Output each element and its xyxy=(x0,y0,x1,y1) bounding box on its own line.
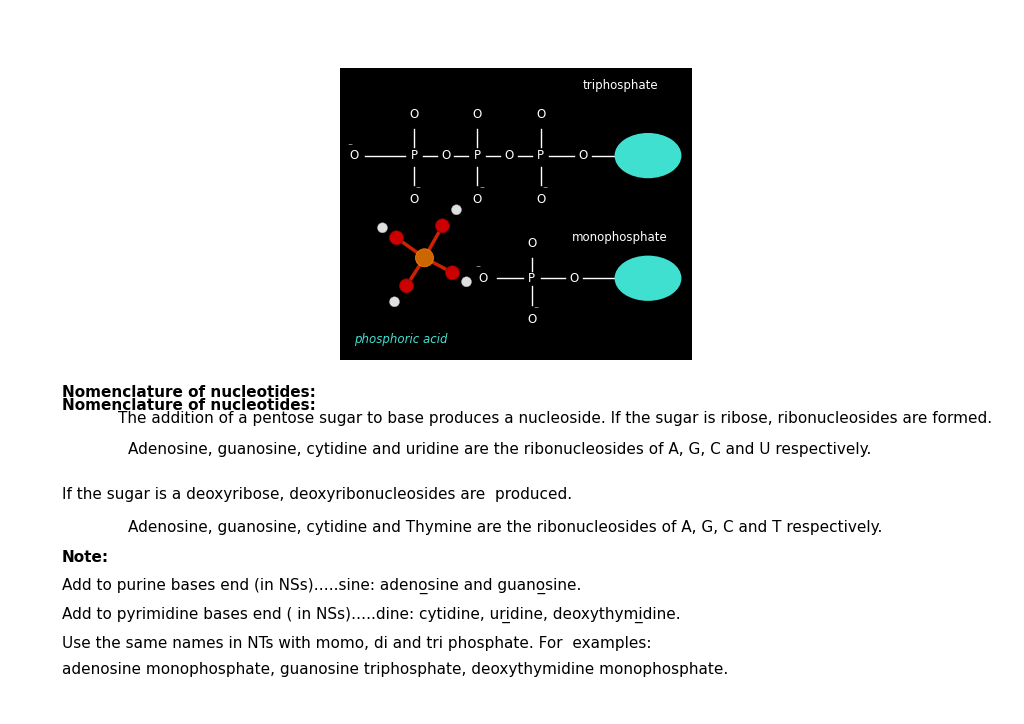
Text: ⁻: ⁻ xyxy=(543,185,548,195)
Text: ⁻: ⁻ xyxy=(534,306,539,316)
Text: O: O xyxy=(579,149,588,162)
Text: O: O xyxy=(527,313,537,326)
Ellipse shape xyxy=(452,205,462,215)
Text: O: O xyxy=(410,193,419,206)
Text: If the sugar is a deoxyribose, deoxyribonucleosides are  produced.: If the sugar is a deoxyribose, deoxyribo… xyxy=(62,487,572,502)
Text: Adenosine, guanosine, cytidine and Thymine are the ribonucleosides of A, G, C an: Adenosine, guanosine, cytidine and Thymi… xyxy=(128,520,883,535)
Text: O: O xyxy=(441,149,451,162)
Ellipse shape xyxy=(399,279,414,292)
Ellipse shape xyxy=(416,249,433,267)
Ellipse shape xyxy=(378,223,387,233)
Ellipse shape xyxy=(614,133,681,178)
Text: ⁻: ⁻ xyxy=(347,142,352,152)
Text: adenosine monophosphate, guanosine triphosphate, deoxythymidine monophosphate.: adenosine monophosphate, guanosine triph… xyxy=(62,662,728,677)
Ellipse shape xyxy=(435,219,450,233)
Text: ⁻: ⁻ xyxy=(479,185,484,195)
Text: The addition of a pentose sugar to base produces a nucleoside. If the sugar is r: The addition of a pentose sugar to base … xyxy=(118,411,992,426)
Bar xyxy=(340,68,692,360)
Text: Add to purine bases end (in NSs)…..sine: adeno̲sine and guano̲sine.: Add to purine bases end (in NSs)…..sine:… xyxy=(62,578,582,594)
Text: O: O xyxy=(536,108,545,121)
Text: O: O xyxy=(569,272,579,285)
Text: P: P xyxy=(411,149,418,162)
Ellipse shape xyxy=(389,297,399,307)
Text: O: O xyxy=(536,193,545,206)
Text: O: O xyxy=(478,272,487,285)
Text: Nomenclature of nucleotides:: Nomenclature of nucleotides: xyxy=(62,398,315,413)
Text: ⁻: ⁻ xyxy=(476,264,481,274)
Text: O: O xyxy=(505,149,514,162)
Text: Adenosine, guanosine, cytidine and uridine are the ribonucleosides of A, G, C an: Adenosine, guanosine, cytidine and uridi… xyxy=(128,442,871,457)
Text: ⁻: ⁻ xyxy=(416,185,421,195)
Text: P: P xyxy=(474,149,481,162)
Text: Add to pyrimidine bases end ( in NSs)…..dine: cytidine, uri̲dine, deoxythymi̲din: Add to pyrimidine bases end ( in NSs)…..… xyxy=(62,607,681,623)
Text: monophosphate: monophosphate xyxy=(572,231,668,244)
Text: O: O xyxy=(410,108,419,121)
Ellipse shape xyxy=(614,256,681,301)
Ellipse shape xyxy=(389,231,403,245)
Text: O: O xyxy=(527,237,537,250)
Text: Note:: Note: xyxy=(62,550,110,565)
Text: triphosphate: triphosphate xyxy=(583,79,658,92)
Text: Nomenclature of nucleotides:: Nomenclature of nucleotides: xyxy=(62,385,315,400)
Ellipse shape xyxy=(462,277,471,287)
Text: O: O xyxy=(473,108,482,121)
Ellipse shape xyxy=(445,266,460,279)
Text: O: O xyxy=(349,149,358,162)
Text: P: P xyxy=(528,272,536,285)
Text: P: P xyxy=(538,149,544,162)
Text: phosphoric acid: phosphoric acid xyxy=(354,333,447,346)
Text: Use the same names in NTs with momo, di and tri phosphate. For  examples:: Use the same names in NTs with momo, di … xyxy=(62,636,651,651)
Text: O: O xyxy=(473,193,482,206)
